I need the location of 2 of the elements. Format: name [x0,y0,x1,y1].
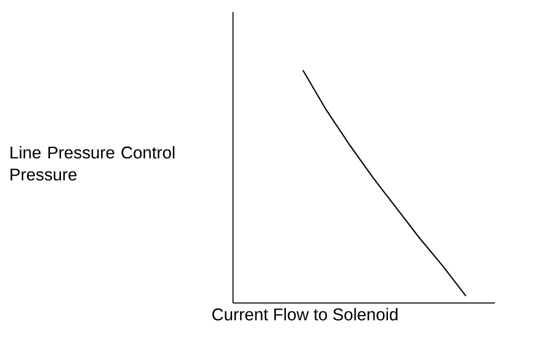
y-axis-title: Line Pressure Control Pressure [10,146,174,181]
x-axis-title: Current Flow to Solenoid [212,308,398,320]
